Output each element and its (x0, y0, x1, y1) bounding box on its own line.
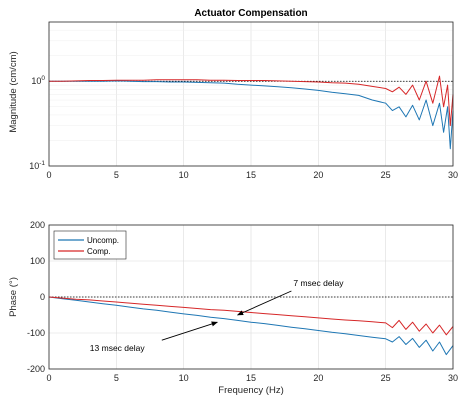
magnitude-x-tick-label: 25 (381, 170, 391, 180)
phase-y-tick-label: 100 (30, 256, 45, 266)
phase-series-uncomp (48, 296, 454, 356)
phase-plot-frame (48, 224, 454, 370)
magnitude-series-comp (49, 75, 454, 127)
phase-y-tick-label: 200 (30, 220, 45, 230)
annotation-arrow-0 (236, 290, 292, 316)
magnitude-grid (48, 22, 454, 167)
annotation-label-1: 13 msec delay (90, 343, 146, 353)
magnitude-x-tick-label: 10 (179, 170, 189, 180)
phase-x-axis-label: Frequency (Hz) (218, 385, 283, 396)
magnitude-series-uncomp (49, 80, 454, 150)
phase-x-tick-label: 10 (179, 373, 189, 383)
magnitude-x-tick-label: 5 (114, 170, 119, 180)
phase-x-tick-label: 20 (313, 373, 323, 383)
legend-label-uncomp: Uncomp. (87, 236, 119, 245)
magnitude-plot-frame (48, 21, 454, 167)
magnitude-chart-title: Actuator Compensation (194, 8, 307, 19)
magnitude-y-tick-exponent: 0 (41, 75, 45, 82)
phase-x-tick-label: 25 (381, 373, 391, 383)
phase-annotations: 7 msec delay 13 msec delay (90, 278, 344, 353)
phase-x-tick-label: 15 (246, 373, 256, 383)
phase-series-group (48, 296, 454, 356)
legend-label-comp: Comp. (87, 247, 111, 256)
annotation-label-0: 7 msec delay (293, 278, 344, 288)
magnitude-y-tick-base: 10 (29, 161, 39, 171)
phase-y-tick-label: -200 (27, 364, 45, 374)
magnitude-y-tick-base: 10 (31, 76, 41, 86)
magnitude-series-group (49, 75, 454, 150)
magnitude-x-tick-label: 30 (448, 170, 458, 180)
magnitude-y-tick-label: 100 (31, 75, 45, 86)
phase-x-tick-label: 0 (46, 373, 51, 383)
phase-y-tick-label: 0 (40, 292, 45, 302)
phase-x-tick-label: 30 (448, 373, 458, 383)
phase-y-tick-labels: -200 -100 0 100 200 (27, 220, 45, 374)
phase-y-axis-label: Phase (°) (8, 277, 19, 317)
phase-series-comp (48, 296, 454, 336)
magnitude-x-tick-labels: 0 5 10 15 20 25 30 (46, 170, 458, 180)
annotation-arrow-1 (161, 321, 218, 341)
magnitude-x-tick-label: 0 (46, 170, 51, 180)
phase-x-tick-label: 5 (114, 373, 119, 383)
magnitude-x-tick-label: 15 (246, 170, 256, 180)
phase-y-tick-label: -100 (27, 328, 45, 338)
magnitude-x-tick-label: 20 (313, 170, 323, 180)
magnitude-y-tick-exponent: -1 (39, 160, 45, 167)
legend-box (53, 230, 127, 260)
phase-x-tick-labels: 0 5 10 15 20 25 30 (46, 373, 458, 383)
magnitude-y-tick-label: 10-1 (29, 160, 45, 171)
phase-legend: Uncomp. Comp. (53, 230, 127, 260)
magnitude-y-axis-label: Magnitude (cm/cm) (8, 51, 19, 132)
